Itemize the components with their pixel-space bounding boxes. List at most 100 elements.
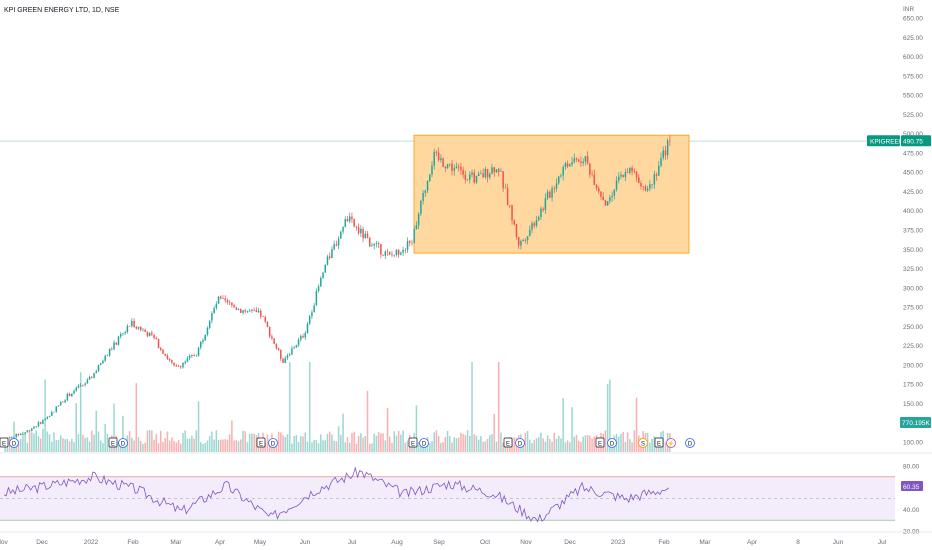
volume-bar bbox=[635, 397, 638, 452]
volume-bar bbox=[237, 441, 240, 452]
volume-bar bbox=[31, 432, 33, 452]
candle-body bbox=[262, 316, 264, 317]
event-marker-dividend: D bbox=[419, 438, 429, 448]
candle-body bbox=[653, 174, 656, 185]
volume-bar bbox=[620, 433, 622, 452]
candle-body bbox=[491, 167, 493, 174]
price-axis[interactable]: INR 650.00 625.00 600.00 575.00 550.00 525.00… bbox=[903, 6, 923, 447]
volume-bar bbox=[491, 433, 493, 452]
candle-body bbox=[351, 216, 353, 220]
candle-body bbox=[66, 393, 69, 401]
volume-bar bbox=[624, 441, 627, 452]
candle-body bbox=[453, 168, 455, 171]
volume-bar bbox=[228, 434, 231, 452]
time-tick-label: Apr bbox=[747, 539, 758, 546]
candle-body bbox=[95, 371, 98, 373]
candle-body bbox=[582, 161, 584, 164]
price-tick-label: 425.00 bbox=[903, 189, 923, 196]
candle-body bbox=[322, 272, 324, 278]
volume-bar bbox=[353, 431, 355, 452]
candle-body bbox=[240, 309, 242, 313]
volume-bar bbox=[393, 431, 395, 452]
candle-body bbox=[133, 320, 135, 327]
volume-bar bbox=[311, 442, 313, 452]
candle-body bbox=[506, 187, 509, 206]
time-axis[interactable]: Nov Dec 2022 Feb Mar Apr May Jun Jul Aug Sep Oct Nov… bbox=[0, 539, 887, 546]
candle-body bbox=[377, 243, 380, 245]
candle-body bbox=[375, 243, 378, 244]
candle-body bbox=[649, 184, 651, 189]
candle-body bbox=[555, 183, 558, 189]
candle-body bbox=[251, 309, 253, 311]
volume-bar bbox=[322, 440, 324, 452]
candle-body bbox=[638, 177, 640, 184]
volume-bar bbox=[148, 430, 151, 452]
volume-bar bbox=[497, 362, 500, 452]
volume-bar bbox=[28, 430, 31, 452]
volume-bar bbox=[162, 441, 164, 452]
volume-bar bbox=[200, 442, 202, 452]
price-tick-label: 525.00 bbox=[903, 112, 923, 119]
volume-bar bbox=[437, 436, 440, 452]
volume-bar bbox=[291, 443, 293, 452]
volume-bar bbox=[371, 443, 373, 452]
candle-body bbox=[400, 252, 402, 255]
candle-body bbox=[275, 343, 278, 349]
volume-bar bbox=[59, 435, 62, 452]
candle-body bbox=[531, 223, 533, 230]
candle-body bbox=[457, 166, 460, 168]
volume-bar bbox=[373, 433, 375, 452]
event-marker-label: D bbox=[271, 442, 276, 448]
candle-body bbox=[33, 426, 35, 429]
volume-bar bbox=[593, 436, 596, 452]
volume-bar bbox=[531, 443, 533, 452]
volume-bar bbox=[357, 435, 360, 452]
volume-bar bbox=[184, 430, 186, 452]
candle-body bbox=[182, 363, 184, 368]
event-marker-label: E bbox=[111, 442, 115, 448]
volume-bar bbox=[168, 440, 171, 452]
volume-bar bbox=[513, 437, 516, 452]
candle-body bbox=[566, 163, 569, 167]
volume-bar bbox=[442, 442, 444, 452]
volume-bar bbox=[68, 441, 71, 452]
candle-body bbox=[337, 238, 340, 246]
candle-body bbox=[39, 422, 42, 424]
candle-body bbox=[153, 334, 155, 339]
volume-bar bbox=[66, 438, 69, 452]
candle-body bbox=[395, 249, 398, 255]
volume-bar bbox=[88, 441, 91, 452]
volume-bar bbox=[95, 410, 98, 452]
candle-body bbox=[217, 296, 220, 304]
volume-bar bbox=[306, 441, 309, 452]
candle-body bbox=[557, 176, 560, 184]
candle-body bbox=[497, 169, 500, 172]
candle-body bbox=[533, 223, 536, 226]
candle-body bbox=[166, 355, 169, 359]
candle-body bbox=[442, 158, 444, 167]
volume-bar bbox=[377, 432, 380, 452]
volume-bar bbox=[577, 440, 580, 452]
volume-bar bbox=[457, 437, 460, 452]
candle-body bbox=[586, 156, 589, 164]
volume-bar bbox=[462, 433, 464, 452]
candle-body bbox=[37, 422, 40, 427]
price-tag bbox=[901, 135, 931, 147]
event-marker-label: ⚡ bbox=[667, 440, 674, 448]
event-marker-label: D bbox=[422, 442, 427, 448]
volume-bar bbox=[159, 430, 162, 452]
price-tick-label: 225.00 bbox=[903, 343, 923, 350]
volume-bar bbox=[248, 434, 251, 452]
volume-bar bbox=[633, 430, 636, 452]
event-marker-label: S bbox=[641, 442, 645, 448]
volume-bar bbox=[495, 441, 498, 452]
split-icon bbox=[638, 438, 648, 448]
candle-body bbox=[600, 191, 602, 197]
candle-body bbox=[295, 345, 298, 348]
volume-bar bbox=[469, 435, 471, 452]
candle-body bbox=[388, 252, 391, 255]
candle-body bbox=[59, 401, 62, 406]
dividend-icon bbox=[268, 438, 278, 448]
